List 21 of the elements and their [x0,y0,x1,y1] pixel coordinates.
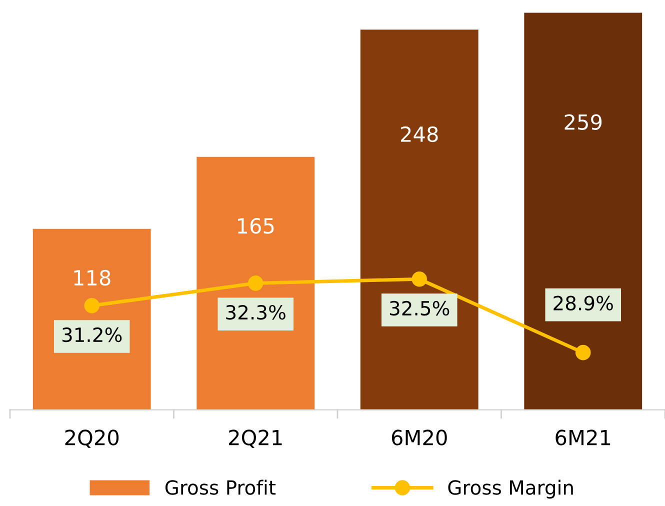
point [248,276,264,291]
bar [196,156,315,410]
data-label: 259 [564,114,602,130]
x-tick-label: 6M20 [392,430,447,446]
data-label: 32.3% [226,304,286,320]
bar [524,12,642,410]
data-label: 31.2% [62,327,122,342]
legend-label: Gross Profit [165,480,276,495]
bar [360,30,478,410]
legend-label: Gross Margin [448,480,573,499]
data-label: 248 [401,126,438,142]
data-label: 28.9% [554,296,613,310]
data-label: 165 [238,218,274,234]
data-label: 118 [74,270,110,286]
point [575,344,591,360]
point [412,271,428,287]
data-label: 32.5% [390,300,450,316]
x-tick-label: 2Q20 [65,430,119,448]
x-tick-label: 6M21 [556,430,610,446]
point [84,298,100,314]
x-tick-label: 2Q21 [229,430,282,448]
